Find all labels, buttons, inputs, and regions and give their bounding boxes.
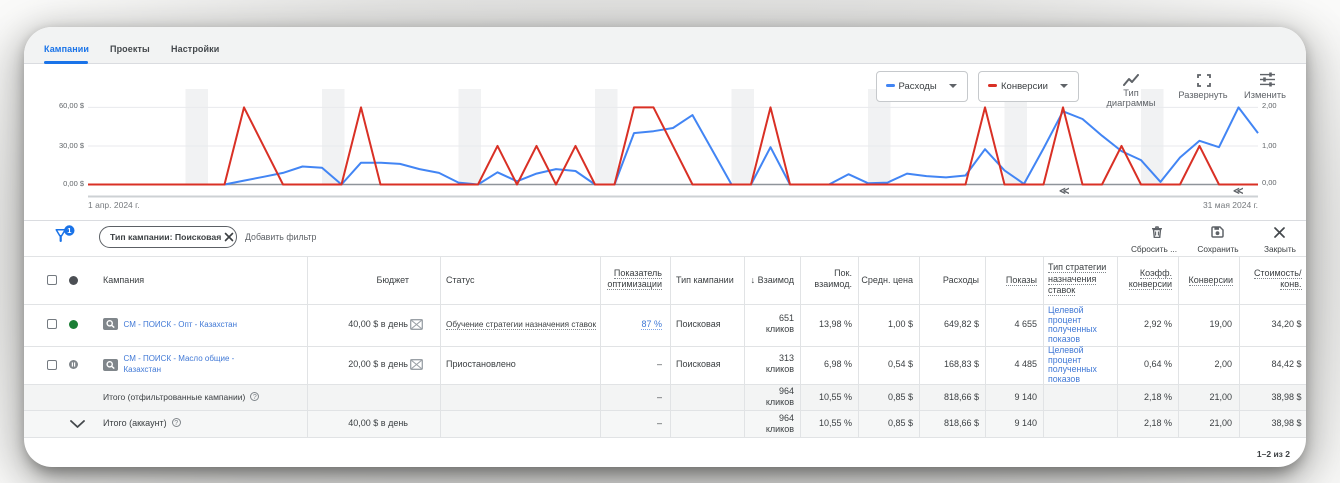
svg-text:1: 1 [67, 226, 71, 235]
